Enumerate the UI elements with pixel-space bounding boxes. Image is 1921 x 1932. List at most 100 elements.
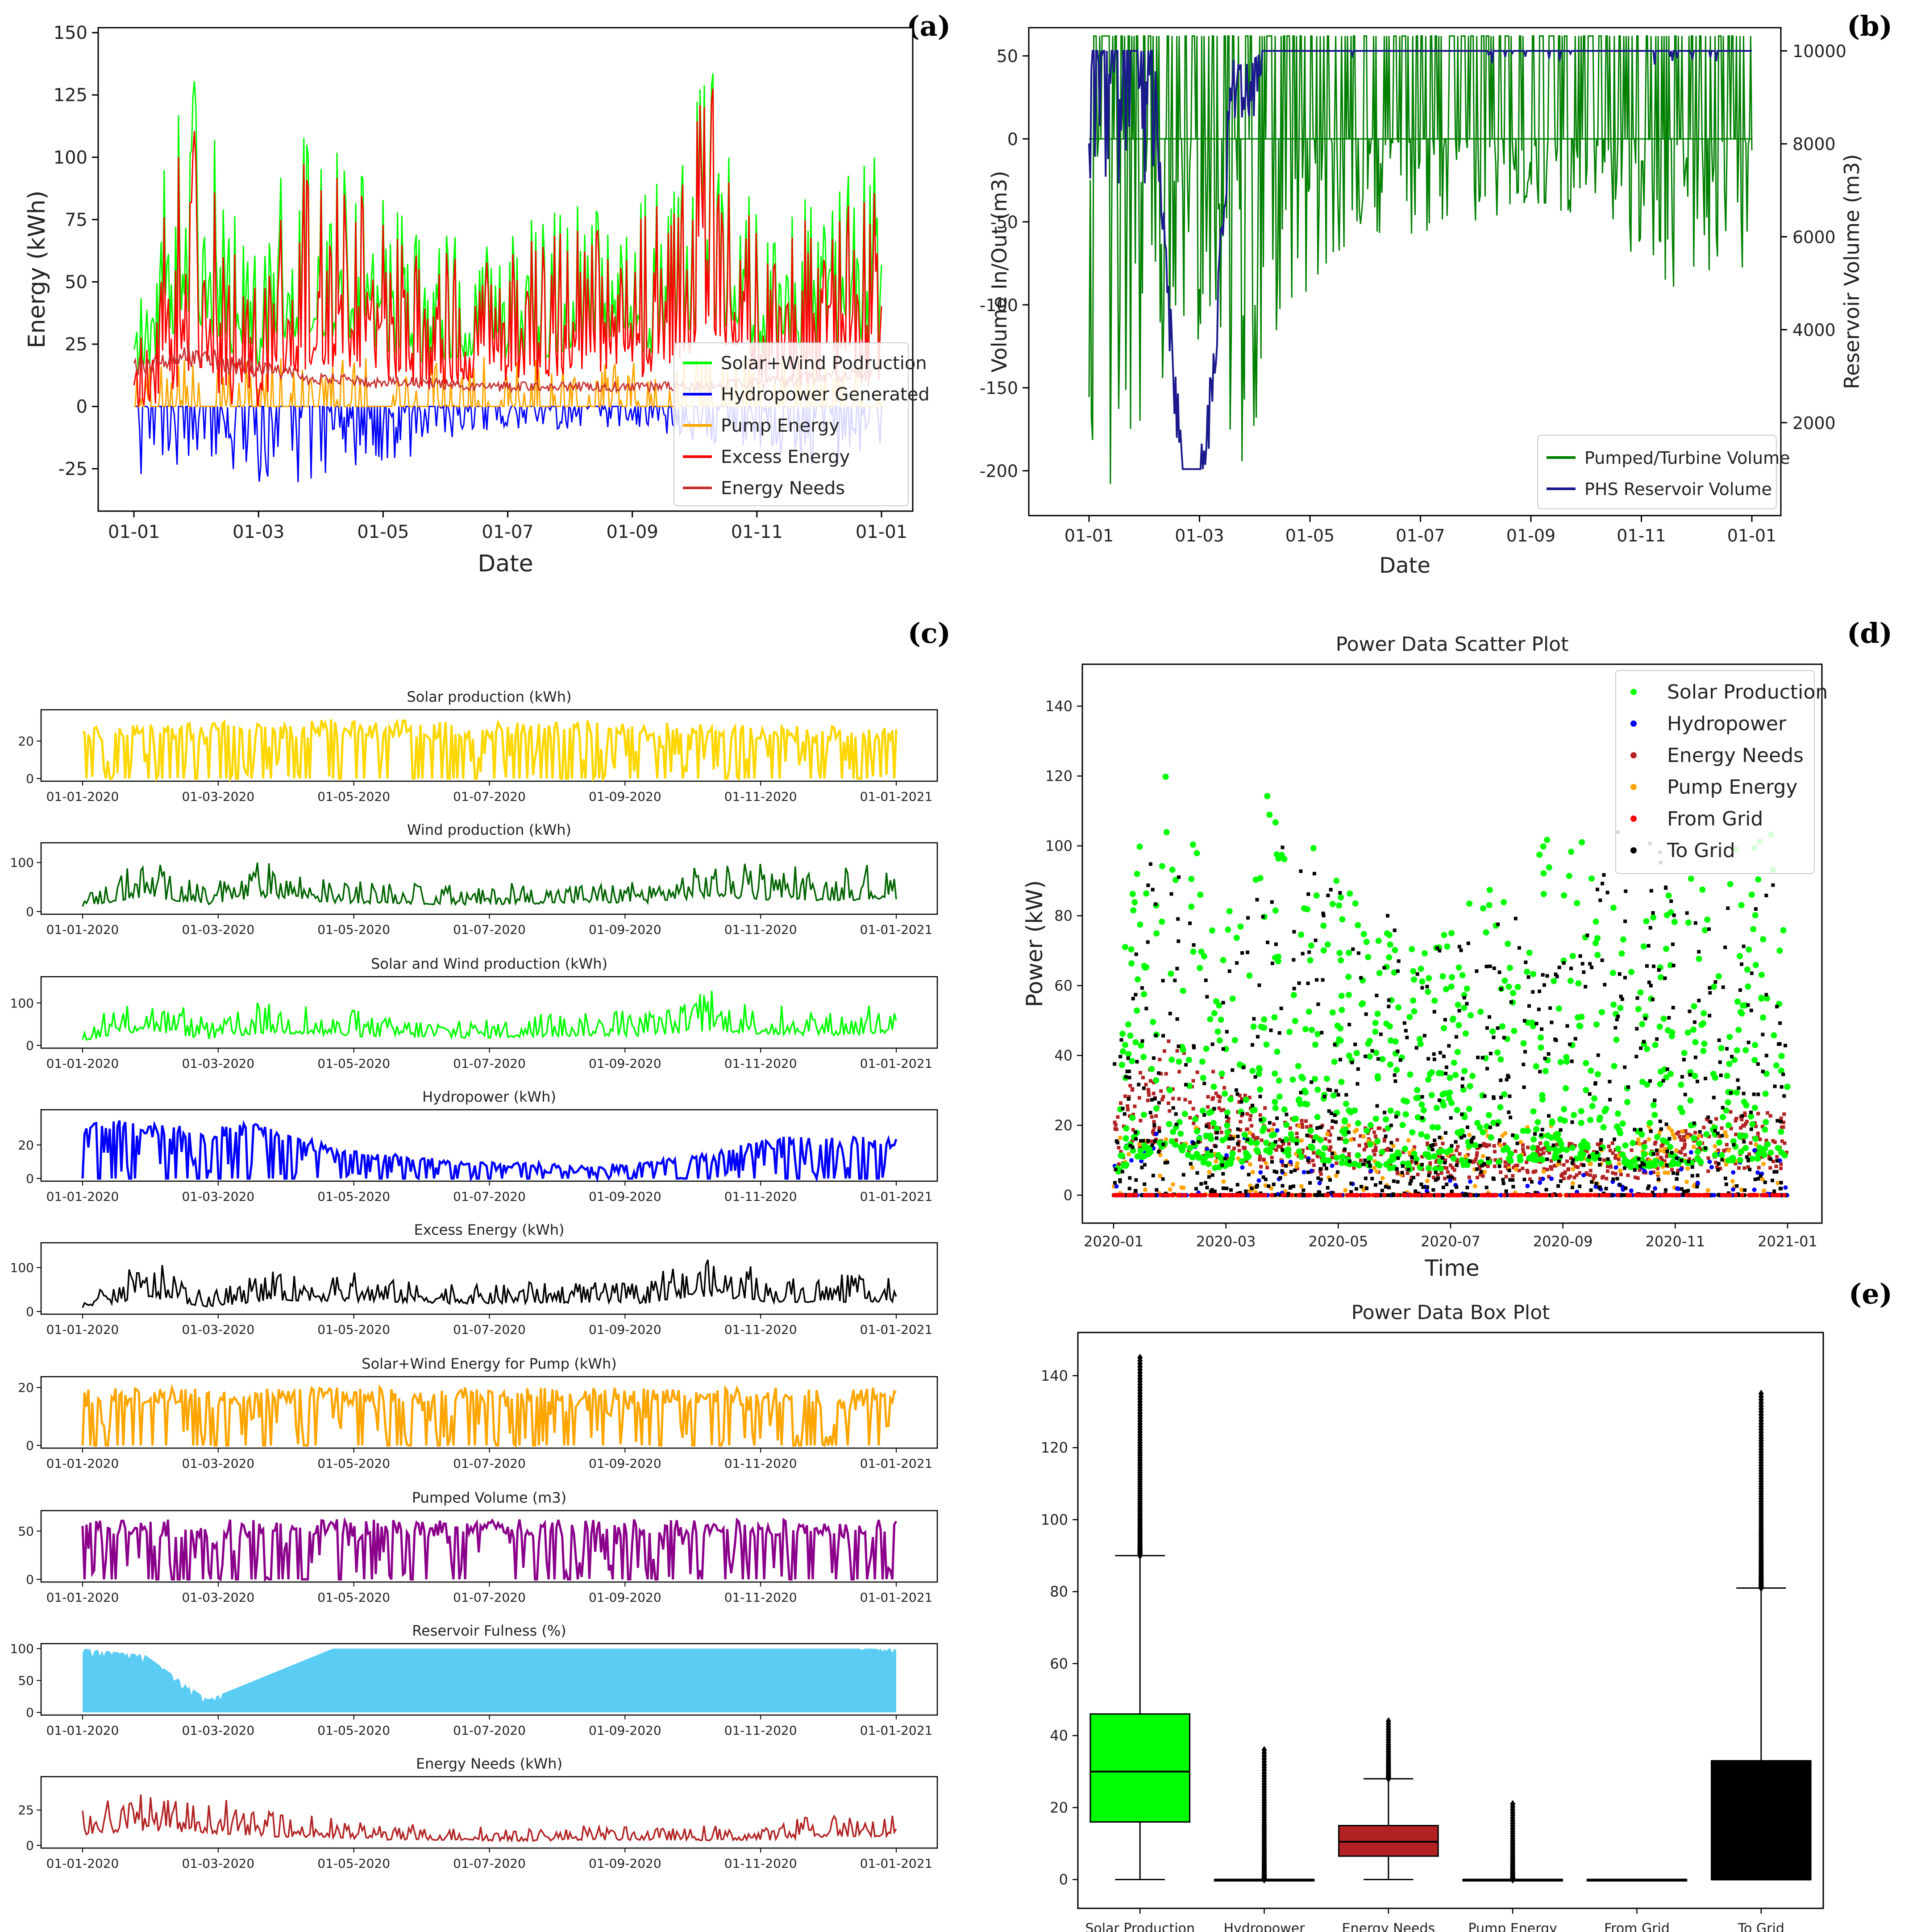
d-point <box>1742 1166 1746 1170</box>
d-point <box>1460 1112 1464 1116</box>
d-point <box>1538 989 1542 993</box>
d-point <box>1704 1077 1708 1080</box>
d-point <box>1596 1142 1600 1146</box>
d-point <box>1393 1079 1397 1083</box>
d-point <box>1610 904 1617 911</box>
d-point <box>1676 1130 1680 1134</box>
d-point <box>1116 1141 1119 1145</box>
d-point <box>1570 1059 1574 1063</box>
d-point <box>1629 1188 1634 1193</box>
d-point <box>1186 1083 1193 1089</box>
d-point <box>1152 1091 1156 1095</box>
d-point <box>1717 1162 1721 1166</box>
d-point <box>1761 1070 1765 1074</box>
d-point <box>1338 1078 1345 1085</box>
d-point <box>1635 1027 1639 1031</box>
d-point <box>1498 1143 1503 1148</box>
d-point <box>1330 1126 1334 1129</box>
d-point <box>1265 1166 1269 1170</box>
d-point <box>1242 1066 1246 1070</box>
d-point <box>1131 997 1135 1000</box>
d-point <box>1638 1128 1642 1132</box>
d-point <box>1425 1076 1432 1083</box>
d-point <box>1754 907 1758 911</box>
c-subplot-title: Energy Needs (kWh) <box>416 1755 562 1772</box>
d-point <box>1352 1166 1356 1170</box>
d-point <box>1327 1129 1331 1133</box>
d-point <box>1716 1132 1720 1135</box>
d-point <box>1425 1165 1432 1171</box>
d-point <box>1222 1086 1227 1090</box>
d-point <box>1123 1125 1130 1132</box>
e-ytick-label: 20 <box>1050 1799 1068 1816</box>
d-point <box>1547 1114 1551 1118</box>
d-point <box>1578 1171 1582 1175</box>
d-point <box>1691 1135 1697 1141</box>
d-point <box>1281 1106 1288 1113</box>
d-point <box>1168 1012 1172 1016</box>
d-point <box>1184 1063 1188 1067</box>
d-point <box>1639 1046 1643 1050</box>
d-point <box>1331 1119 1335 1123</box>
d-point <box>1301 1170 1306 1174</box>
d-point <box>1640 1161 1644 1165</box>
d-point <box>1334 1120 1338 1124</box>
a-ytick-label: 25 <box>65 334 87 355</box>
d-point <box>1272 1170 1277 1173</box>
d-point <box>1671 919 1678 925</box>
d-point <box>1338 891 1342 895</box>
d-point <box>1665 1163 1669 1167</box>
d-point <box>1141 1112 1147 1118</box>
d-point <box>1570 1142 1574 1146</box>
d-point <box>1749 1008 1753 1012</box>
d-point <box>1207 1122 1211 1126</box>
d-point <box>1310 1135 1314 1139</box>
d-point <box>1593 1021 1600 1028</box>
d-point <box>1346 991 1352 998</box>
d-point <box>1397 959 1401 963</box>
d-point <box>1320 947 1327 954</box>
c-ytick-label: 0 <box>26 1572 34 1587</box>
d-point <box>1406 1138 1411 1143</box>
d-point <box>1510 990 1517 996</box>
d-point <box>1655 1149 1659 1152</box>
e-box-pump-energy <box>1462 1800 1563 1884</box>
d-point <box>1683 1139 1686 1142</box>
d-point <box>1760 1124 1764 1128</box>
d-point <box>1573 1037 1577 1041</box>
d-point <box>1193 1151 1200 1158</box>
d-point <box>1594 1193 1599 1198</box>
c-ytick-label: 0 <box>26 1038 34 1053</box>
d-point <box>1351 947 1355 951</box>
d-point <box>1190 1165 1195 1170</box>
d-point <box>1354 1187 1358 1191</box>
c-ytick-label: 20 <box>18 1380 34 1395</box>
d-point <box>1213 1193 1218 1198</box>
d-point <box>1649 1129 1653 1133</box>
d-point <box>1325 1166 1328 1170</box>
d-point <box>1501 977 1508 984</box>
d-point <box>1488 1134 1494 1141</box>
d-point <box>1227 1159 1234 1166</box>
d-legend-label: Solar Production <box>1667 681 1828 704</box>
d-point <box>1748 1167 1752 1171</box>
d-point <box>1245 1112 1249 1116</box>
d-point <box>1359 976 1363 980</box>
d-point <box>1665 1149 1669 1153</box>
d-point <box>1672 1136 1677 1141</box>
d-point <box>1438 1051 1442 1055</box>
d-point <box>1508 1178 1512 1182</box>
d-point <box>1547 1175 1551 1179</box>
d-point <box>1336 1170 1339 1174</box>
d-point <box>1718 1166 1722 1170</box>
d-point <box>1141 1075 1145 1079</box>
d-point <box>1426 1141 1429 1145</box>
b-legend-label: PHS Reservoir Volume <box>1584 479 1772 499</box>
d-point <box>1609 970 1616 976</box>
d-point <box>1364 1176 1368 1180</box>
d-point <box>1309 1124 1313 1128</box>
d-point <box>1374 1161 1381 1167</box>
d-point <box>1608 1079 1612 1083</box>
d-point <box>1214 1125 1220 1132</box>
d-point <box>1433 1104 1440 1111</box>
